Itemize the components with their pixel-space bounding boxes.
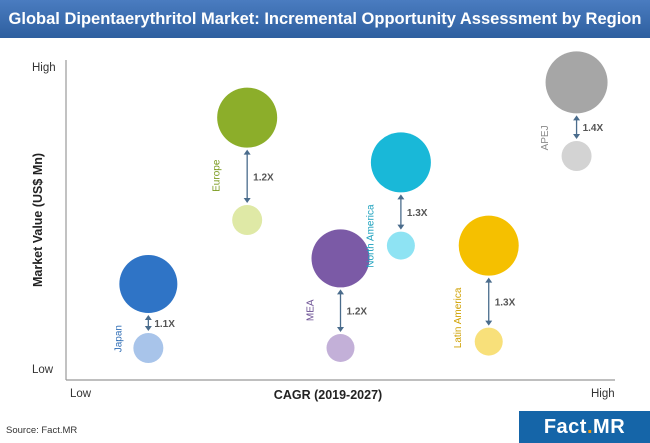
north-america-arrow-head-down — [397, 224, 405, 230]
europe-future-bubble — [217, 87, 278, 148]
north-america-arrow-head-up — [397, 194, 405, 200]
mea-multiplier: 1.2X — [347, 307, 368, 318]
apej-multiplier: 1.4X — [583, 123, 604, 134]
apej-arrow-head-down — [573, 134, 581, 139]
japan-multiplier: 1.1X — [154, 319, 175, 330]
y-tick-high: High — [32, 62, 56, 74]
japan-arrow-head-up — [144, 315, 152, 320]
north-america-multiplier: 1.3X — [407, 208, 428, 219]
north-america-current-bubble — [386, 231, 415, 260]
europe-arrow-head-up — [243, 149, 251, 155]
europe-region-label: Europe — [212, 159, 223, 192]
mea-region-label: MEA — [306, 299, 317, 321]
latin-america-future-bubble — [458, 215, 519, 276]
japan-current-bubble — [133, 333, 164, 363]
source-note: Source: Fact.MR — [6, 425, 78, 436]
latin-america-multiplier: 1.3X — [495, 298, 516, 309]
apej-future-bubble — [545, 51, 608, 114]
mea-arrow-head-down — [337, 327, 344, 332]
japan-future-bubble — [119, 255, 178, 313]
x-tick-high: High — [591, 388, 615, 400]
latin-america-arrow-head-up — [485, 277, 493, 283]
apej-region-label: APEJ — [540, 125, 551, 150]
mea-arrow-head-up — [337, 289, 344, 295]
latin-america-region-label: Latin America — [453, 287, 464, 348]
europe-arrow-head-down — [243, 198, 251, 203]
japan-arrow-head-down — [144, 326, 152, 331]
x-tick-low: Low — [70, 388, 92, 400]
europe-current-bubble — [232, 205, 263, 235]
japan-region-label: Japan — [113, 325, 124, 352]
north-america-region-label: North America — [365, 204, 376, 268]
y-axis-label: Market Value (US$ Mn) — [31, 152, 45, 288]
north-america-future-bubble — [370, 132, 431, 193]
apej-arrow-head-up — [573, 115, 581, 121]
x-axis-label: CAGR (2019-2027) — [273, 388, 383, 402]
y-tick-low: Low — [32, 364, 54, 376]
mea-current-bubble — [326, 334, 355, 362]
factmr-logo: Fact. MR — [519, 411, 650, 443]
mea-future-bubble — [311, 229, 370, 288]
chart-title: Global Dipentaerythritol Market: Increme… — [0, 0, 650, 38]
europe-multiplier: 1.2X — [253, 172, 274, 183]
apej-current-bubble — [561, 141, 592, 171]
latin-america-arrow-head-down — [485, 320, 493, 326]
latin-america-current-bubble — [474, 327, 503, 356]
